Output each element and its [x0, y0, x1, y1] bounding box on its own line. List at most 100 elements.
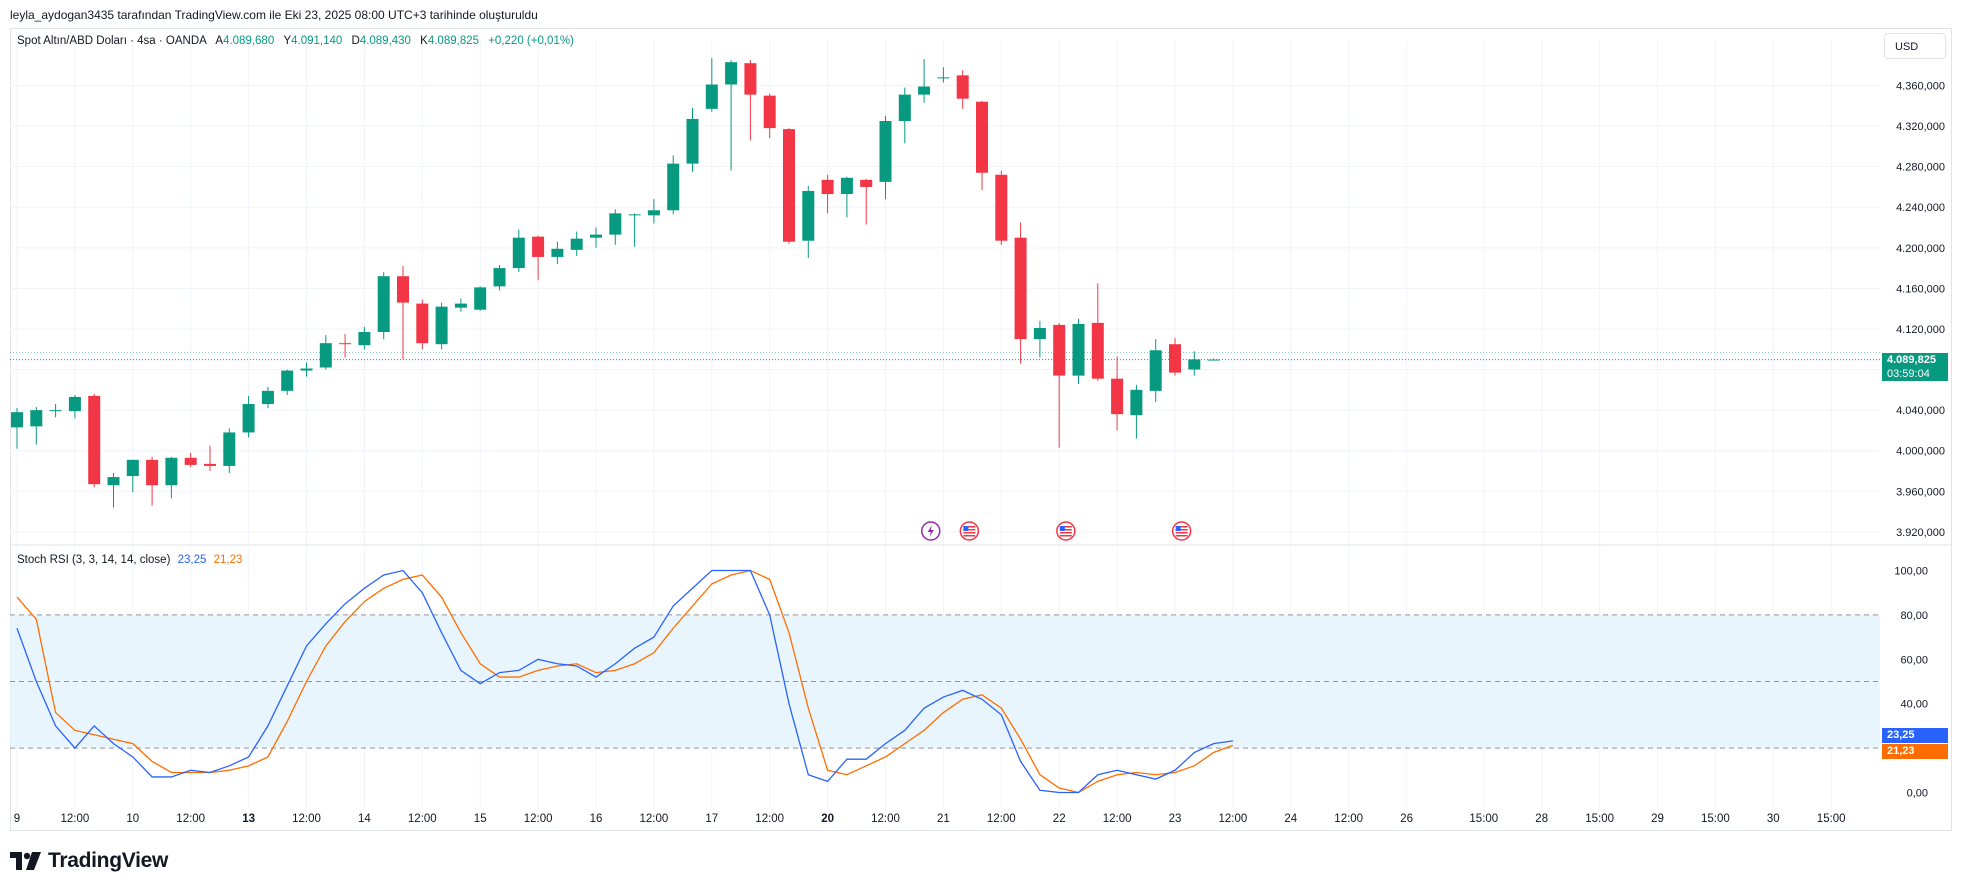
candle-body: [976, 101, 988, 173]
candle-body: [30, 410, 43, 427]
time-tick-label: 15:00: [1469, 813, 1498, 825]
candle-body: [1053, 324, 1066, 376]
time-tick-label: 10: [126, 813, 139, 825]
candle-body: [339, 343, 352, 345]
us-flag-canton: [963, 526, 969, 531]
symbol-label[interactable]: Spot Altın/ABD Doları · 4sa · OANDA: [17, 35, 207, 47]
candle-body: [1111, 378, 1124, 415]
currency-button[interactable]: USD: [1884, 33, 1946, 59]
candle-body: [1149, 350, 1162, 391]
candle-body: [918, 86, 931, 95]
price-tick-label: 4.240,000: [1896, 202, 1945, 214]
candle-body: [184, 457, 197, 465]
event-markers: [921, 521, 1192, 541]
candle-body: [763, 95, 776, 129]
us-flag-stripe: [1059, 526, 1072, 528]
candle-body: [88, 395, 101, 485]
time-tick-label: 22: [1053, 813, 1066, 825]
stoch-tick-label: 60,00: [1900, 654, 1928, 666]
time-tick-label: 15:00: [1817, 813, 1846, 825]
candle-body: [204, 463, 216, 466]
stoch-legend: Stoch RSI (3, 3, 14, 14, close) 23,25 21…: [17, 554, 242, 566]
candle-body: [551, 248, 564, 257]
us-flag-stripe: [1175, 526, 1188, 528]
time-tick-label: 15:00: [1585, 813, 1614, 825]
time-tick-label: 13: [242, 813, 255, 825]
time-tick-label: 12:00: [176, 813, 205, 825]
candle-body: [300, 368, 313, 371]
price-tick-label: 3.960,000: [1896, 486, 1945, 498]
chart-creation-note: leyla_aydogan3435 tarafından TradingView…: [10, 8, 538, 22]
close-value: 4.089,825: [427, 35, 480, 47]
price-tick-label: 4.200,000: [1896, 243, 1945, 255]
us-flag-icon: [959, 521, 980, 541]
us-flag-stripe: [1175, 532, 1188, 534]
candle-body: [126, 459, 139, 477]
us-flag-stripe: [1175, 535, 1188, 537]
candle-body: [377, 276, 390, 333]
candle-body: [512, 237, 525, 269]
candle-body: [358, 332, 371, 346]
time-tick-label: 12:00: [524, 813, 553, 825]
stoch-tick-label: 80,00: [1900, 610, 1928, 622]
time-tick-label: 12:00: [1219, 813, 1248, 825]
tradingview-logo-icon: [10, 852, 41, 870]
countdown-tag: 03:59:04: [1882, 367, 1948, 381]
candle-body: [667, 163, 680, 211]
tradingview-logo[interactable]: TradingView: [10, 849, 168, 873]
stoch-band: [10, 614, 1880, 749]
d-value-tag: 21,23: [1882, 744, 1948, 759]
time-tick-label: 20: [821, 813, 834, 825]
time-tick-label: 29: [1651, 813, 1664, 825]
candle-body: [532, 236, 545, 257]
candle-body: [937, 77, 950, 79]
us-flag-stripe: [963, 532, 976, 534]
time-tick-label: 16: [590, 813, 603, 825]
us-flag-stripe: [1059, 535, 1072, 537]
candle-body: [995, 174, 1008, 241]
candle-body: [570, 238, 583, 250]
candle-body: [319, 343, 332, 368]
main-legend: Spot Altın/ABD Doları · 4sa · OANDA A4.0…: [17, 35, 574, 47]
us-flag-stripe: [963, 535, 976, 537]
candle-body: [744, 63, 757, 95]
time-tick-label: 26: [1400, 813, 1413, 825]
change-value: +0,220 (+0,01%): [488, 35, 574, 47]
time-tick-label: 28: [1535, 813, 1548, 825]
time-tick-label: 14: [358, 813, 371, 825]
candle-body: [1188, 359, 1201, 370]
candle-body: [802, 191, 815, 241]
time-tick-label: 12:00: [292, 813, 321, 825]
price-tick-label: 4.280,000: [1896, 162, 1945, 174]
time-tick-label: 30: [1767, 813, 1780, 825]
time-tick-label: 23: [1169, 813, 1182, 825]
price-tick-label: 4.120,000: [1896, 324, 1945, 336]
low-value: 4.089,430: [359, 35, 411, 47]
lightning-icon-glyph: [927, 525, 934, 537]
stoch-tick-label: 0,00: [1907, 787, 1928, 799]
candle-body: [725, 62, 738, 85]
candle-body: [609, 213, 622, 235]
us-flag-stripe: [1175, 529, 1188, 531]
axes: 4.360,000 4.320,000 4.280,000 4.240,000 4.20…: [14, 81, 1945, 825]
time-tick-label: 12:00: [987, 813, 1016, 825]
us-flag-icon: [1171, 521, 1192, 541]
time-tick-label: 24: [1284, 813, 1297, 825]
chart-frame: [10, 28, 1952, 831]
candle-body: [898, 94, 911, 122]
k-value-tag: 23,25: [1882, 728, 1948, 743]
price-tick-label: 4.360,000: [1896, 81, 1945, 93]
indicator-name[interactable]: Stoch RSI (3, 3, 14, 14, close): [17, 554, 171, 566]
time-tick-label: 12:00: [408, 813, 437, 825]
candle-body: [860, 179, 873, 187]
candle-body: [1033, 327, 1046, 340]
candle-body: [783, 129, 795, 242]
time-tick-label: 15: [474, 813, 487, 825]
stoch-d-line: [16, 569, 1234, 794]
candle-body: [1130, 389, 1143, 416]
candle-body: [590, 234, 602, 238]
candle-body: [956, 75, 969, 99]
price-tick-label: 4.320,000: [1896, 121, 1945, 133]
high-label: Y: [283, 35, 292, 47]
